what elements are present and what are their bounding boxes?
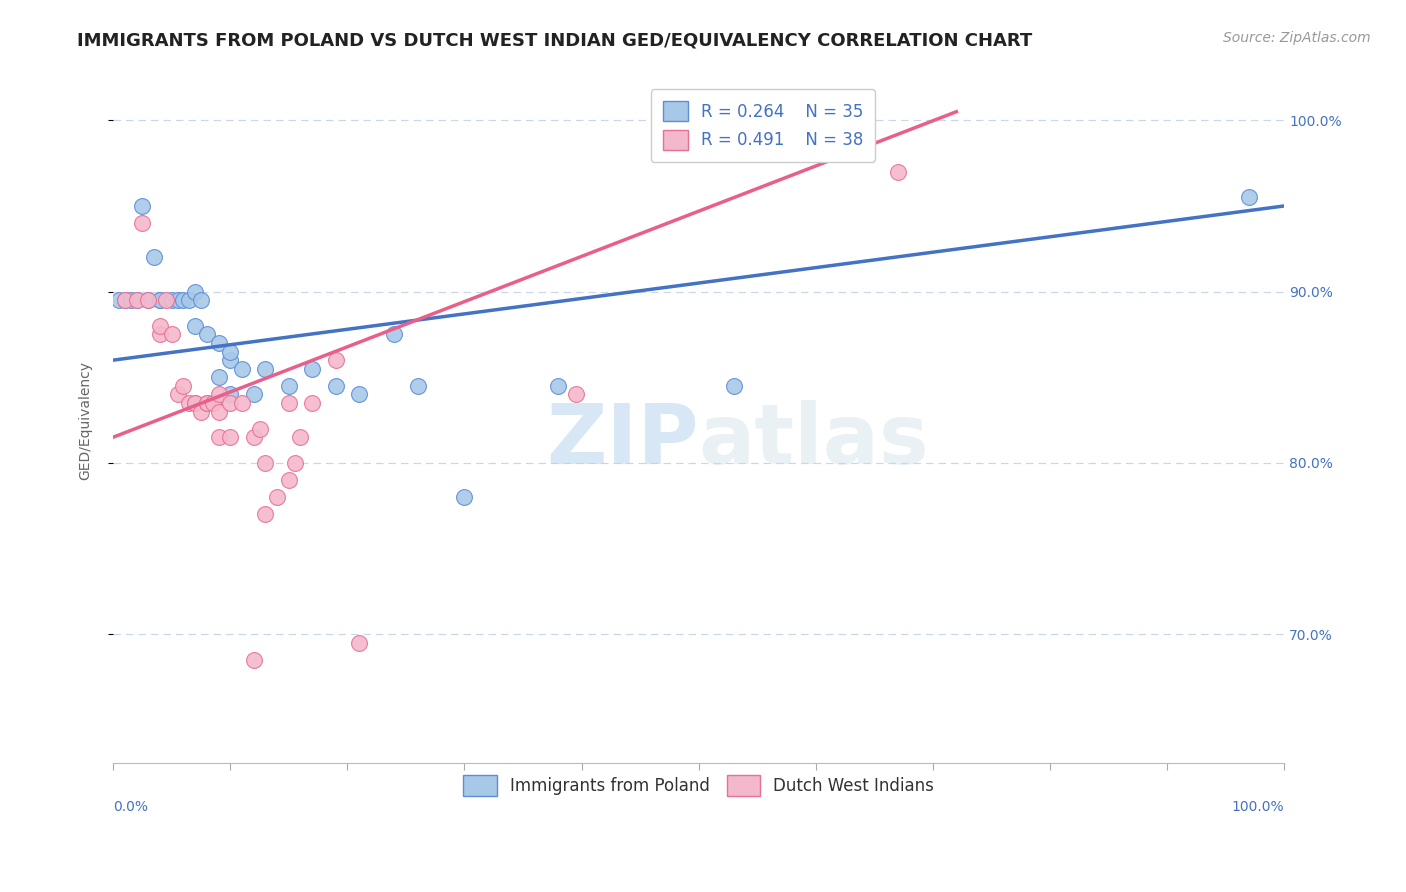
Point [277,379,299,393]
Point [160,327,183,342]
Point [190,293,212,308]
Point [172,293,194,308]
Point [184,318,207,333]
Point [887,164,910,178]
Point [219,430,242,444]
Point [179,396,201,410]
Point [547,379,569,393]
Point [131,199,153,213]
Point [120,293,142,308]
Point [301,361,323,376]
Point [301,396,323,410]
Point [136,293,159,308]
Point [242,387,264,401]
Point [219,387,242,401]
Point [195,396,218,410]
Point [284,456,307,470]
Point [325,379,347,393]
Point [131,216,153,230]
Point [149,293,172,308]
Point [207,404,229,418]
Point [242,430,264,444]
Point [184,285,207,299]
Point [277,396,299,410]
Text: 0.0%: 0.0% [112,800,148,814]
Point [149,318,172,333]
Text: IMMIGRANTS FROM POLAND VS DUTCH WEST INDIAN GED/EQUIVALENCY CORRELATION CHART: IMMIGRANTS FROM POLAND VS DUTCH WEST IND… [77,31,1032,49]
Point [564,387,586,401]
Text: 100.0%: 100.0% [1232,800,1284,814]
Point [231,361,253,376]
Point [125,293,148,308]
Point [179,293,201,308]
Point [347,636,370,650]
Point [254,361,277,376]
Point [184,396,207,410]
Point [149,293,172,308]
Point [184,396,207,410]
Point [149,327,172,342]
Point [155,293,177,308]
Legend: Immigrants from Poland, Dutch West Indians: Immigrants from Poland, Dutch West India… [457,769,941,803]
Point [266,490,288,504]
Text: atlas: atlas [699,401,929,481]
Point [201,396,224,410]
Point [114,293,136,308]
Point [195,396,218,410]
Point [254,508,277,522]
Point [219,353,242,368]
Point [125,293,148,308]
Point [190,404,212,418]
Point [207,370,229,384]
Point [254,456,277,470]
Point [231,396,253,410]
Point [325,353,347,368]
Point [277,473,299,487]
Point [108,293,131,308]
Point [114,293,136,308]
Point [249,422,271,436]
Point [195,327,218,342]
Point [219,344,242,359]
Point [160,293,183,308]
Point [382,327,405,342]
Point [723,379,745,393]
Text: Source: ZipAtlas.com: Source: ZipAtlas.com [1223,31,1371,45]
Point [347,387,370,401]
Point [166,387,188,401]
Point [219,396,242,410]
Point [143,251,166,265]
Point [242,653,264,667]
Point [406,379,429,393]
Y-axis label: GED/Equivalency: GED/Equivalency [79,360,93,480]
Point [453,490,475,504]
Point [207,336,229,351]
Point [207,387,229,401]
Point [207,430,229,444]
Text: ZIP: ZIP [546,401,699,481]
Point [172,379,194,393]
Point [1237,190,1260,204]
Point [166,293,188,308]
Point [136,293,159,308]
Point [290,430,312,444]
